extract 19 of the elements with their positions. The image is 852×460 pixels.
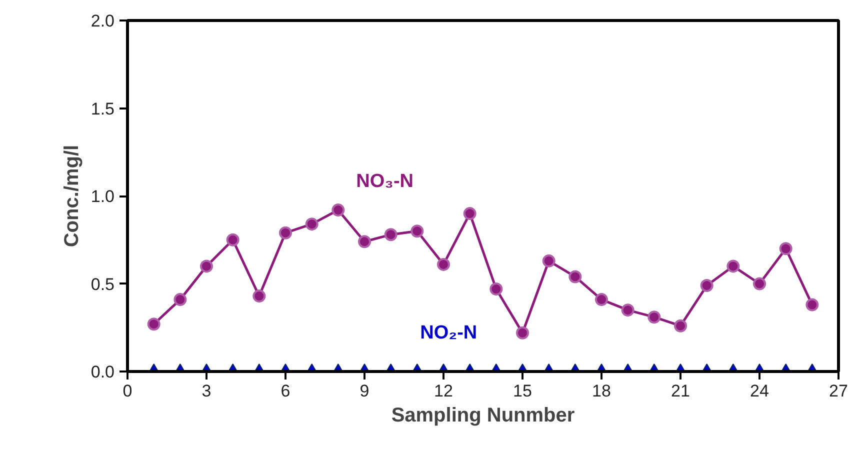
y-tick-label: 1.0 [90,187,115,206]
y-axis-title: Conc./mg/l [60,144,83,248]
y-tick-label: 0.5 [90,274,115,294]
x-axis-title: Sampling Nunmber [391,404,575,426]
x-tick-label: 27 [829,382,848,400]
x-tick-label: 9 [360,382,370,400]
y-tick-label: 2.0 [90,12,115,30]
x-tick-label: 15 [513,382,532,400]
x-tick-label: 0 [122,382,132,400]
x-tick-label: 18 [592,382,611,400]
x-tick-label: 3 [202,382,212,400]
series-label: NO₃-N [356,171,414,192]
x-tick-label: 21 [671,382,690,400]
series-label: NO₂-N [420,322,478,344]
x-tick-label: 6 [280,382,290,400]
y-tick-label: 1.5 [90,99,115,118]
x-tick-label: 24 [750,382,769,400]
y-tick-label: 0.0 [90,362,115,382]
x-tick-label: 12 [434,382,453,400]
